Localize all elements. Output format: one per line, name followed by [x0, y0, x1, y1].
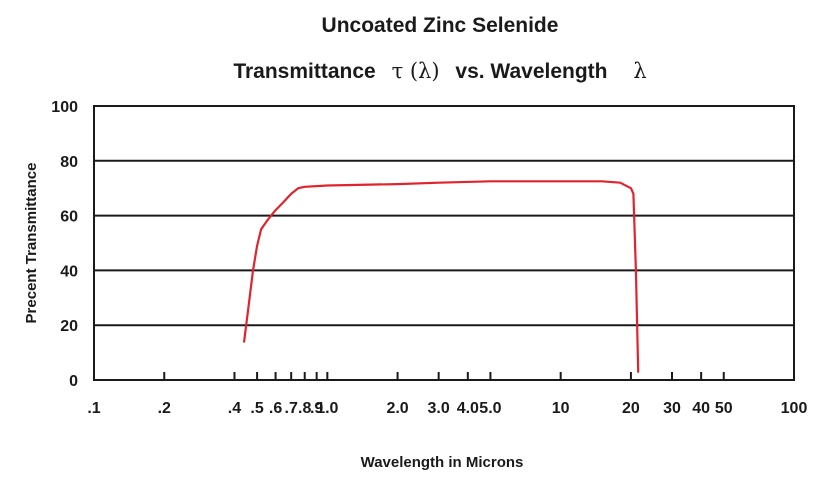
x-axis-label: Wavelength in Microns: [361, 454, 524, 471]
subtitle-symbol-2: λ: [633, 59, 646, 83]
y-tick-label: 100: [51, 99, 78, 116]
x-tick-label: 10: [552, 400, 570, 417]
subtitle-part-2: vs. Wavelength: [455, 60, 607, 83]
x-tick-label: .7: [285, 400, 298, 417]
x-tick-label: .8: [298, 400, 311, 417]
x-tick-label: .2: [158, 400, 171, 417]
subtitle-symbol-1: τ (λ): [392, 59, 440, 83]
x-tick-label: 100: [781, 400, 808, 417]
x-tick-label: 3.0: [428, 400, 450, 417]
y-tick-label: 60: [60, 209, 78, 226]
x-tick-label: .4: [228, 400, 241, 417]
series-line-transmittance: [243, 180, 640, 373]
x-tick-label: 1.0: [316, 400, 338, 417]
x-tick-label: 30: [663, 400, 681, 417]
chart-subtitle: Transmittance τ (λ) vs. Wavelength λ: [233, 59, 646, 83]
x-tick-label: 20: [622, 400, 640, 417]
subtitle-part-1: Transmittance: [233, 60, 375, 83]
y-tick-label: 0: [69, 373, 78, 390]
y-tick-label: 40: [60, 263, 78, 280]
x-tick-label: 40: [692, 400, 710, 417]
x-axis-ticks: .1 .2 .4 .5 .6.7.8.91.0 2.0 3.0 4.0 5.0 10 20 30 40 5…: [87, 372, 807, 417]
x-tick-label: .6: [269, 400, 282, 417]
x-tick-label: .9: [310, 400, 323, 417]
x-tick-label: .1: [87, 400, 100, 417]
x-tick-label: 4.0: [457, 400, 479, 417]
plot-frame: [93, 105, 795, 381]
y-tick-label: 80: [60, 154, 78, 171]
y-tick-label: 20: [60, 318, 78, 335]
x-tick-label: 2.0: [386, 400, 408, 417]
grid-lines: [94, 159, 794, 327]
x-tick-label: 5.0: [479, 400, 501, 417]
x-tick-label: .5: [250, 400, 263, 417]
x-tick-label: 50: [715, 400, 733, 417]
y-axis-ticks: 0 20 40 60 80 100: [51, 99, 78, 390]
chart-title: Uncoated Zinc Selenide: [322, 14, 559, 37]
y-axis-label: Precent Transmittance: [23, 163, 40, 324]
